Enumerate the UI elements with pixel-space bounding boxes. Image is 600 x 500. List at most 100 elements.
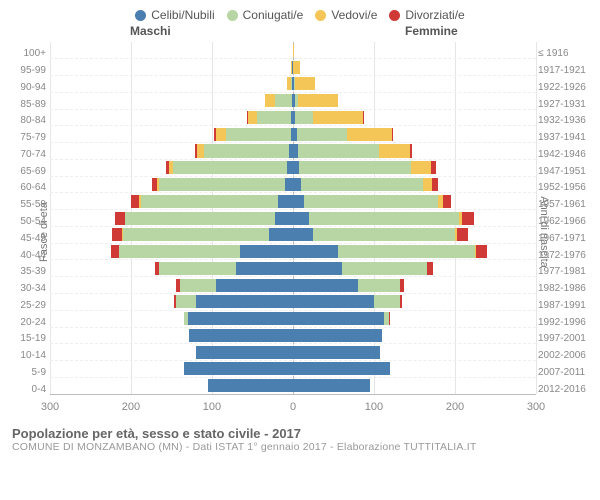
- bar-segment: [141, 195, 279, 208]
- bar-segment: [400, 279, 404, 292]
- bar-segment: [112, 228, 122, 241]
- bar-segment: [131, 195, 139, 208]
- bar-segment: [269, 228, 293, 241]
- bar-segment: [275, 212, 293, 225]
- female-bar: [293, 293, 536, 310]
- legend-swatch: [389, 10, 400, 21]
- bar-segment: [285, 178, 293, 191]
- bar-segment: [293, 312, 384, 325]
- pyramid-row: [50, 193, 536, 210]
- bar-segment: [204, 144, 289, 157]
- bar-segment: [248, 111, 258, 124]
- female-bar: [293, 327, 536, 344]
- x-tick: 100: [203, 401, 221, 413]
- bar-segment: [159, 178, 285, 191]
- pyramid-row: [50, 59, 536, 76]
- pyramid-row: [50, 344, 536, 361]
- bar-segment: [358, 279, 400, 292]
- x-axis: 3002001000100200300: [50, 394, 536, 422]
- x-tick: 200: [446, 401, 464, 413]
- birth-year-label: 1962-1966: [538, 217, 594, 227]
- female-bar: [293, 243, 536, 260]
- legend-item: Vedovi/e: [315, 8, 377, 22]
- pyramid-row: [50, 310, 536, 327]
- pyramid-row: [50, 176, 536, 193]
- birth-year-label: 1942-1946: [538, 150, 594, 160]
- bar-segment: [293, 379, 370, 392]
- bar-segment: [400, 295, 402, 308]
- bar-segment: [363, 111, 364, 124]
- bar-segment: [125, 212, 275, 225]
- birth-year-label: 1927-1931: [538, 100, 594, 110]
- bar-segment: [342, 262, 427, 275]
- age-label: 30-34: [6, 284, 46, 294]
- bar-segment: [293, 295, 374, 308]
- male-bar: [50, 92, 293, 109]
- age-label: 10-14: [6, 351, 46, 361]
- pyramid-row: [50, 226, 536, 243]
- bar-segment: [411, 161, 431, 174]
- age-label: 80-84: [6, 116, 46, 126]
- gender-labels: Maschi Femmine: [0, 24, 600, 42]
- age-label: 15-19: [6, 334, 46, 344]
- birth-year-label: 1922-1926: [538, 83, 594, 93]
- bar-segment: [295, 111, 313, 124]
- bar-segment: [347, 128, 392, 141]
- bar-segment: [338, 245, 476, 258]
- bar-segment: [293, 44, 294, 57]
- female-bar: [293, 76, 536, 93]
- pyramid-row: [50, 42, 536, 59]
- legend-label: Divorziati/e: [405, 8, 464, 22]
- pyramid-row: [50, 126, 536, 143]
- female-bar: [293, 92, 536, 109]
- footer-subtitle: COMUNE DI MONZAMBANO (MN) - Dati ISTAT 1…: [12, 441, 588, 453]
- bar-segment: [184, 362, 293, 375]
- legend-label: Coniugati/e: [243, 8, 304, 22]
- bar-segment: [313, 228, 455, 241]
- birth-year-label: 1932-1936: [538, 116, 594, 126]
- x-tick: 300: [41, 401, 59, 413]
- birth-year-label: 1972-1976: [538, 251, 594, 261]
- age-label: 65-69: [6, 167, 46, 177]
- x-tick: 200: [122, 401, 140, 413]
- bar-segment: [119, 245, 241, 258]
- bar-segment: [176, 295, 196, 308]
- age-label: 35-39: [6, 267, 46, 277]
- male-bar: [50, 277, 293, 294]
- male-bar: [50, 327, 293, 344]
- population-pyramid-chart: Celibi/Nubili Coniugati/e Vedovi/e Divorzia…: [0, 0, 600, 500]
- birth-year-label: 1917-1921: [538, 66, 594, 76]
- bar-segment: [462, 212, 473, 225]
- bar-segment: [293, 195, 304, 208]
- birth-year-label: 1952-1956: [538, 183, 594, 193]
- bar-segment: [275, 94, 292, 107]
- birth-year-label: 2007-2011: [538, 368, 594, 378]
- bar-segment: [313, 111, 363, 124]
- bar-segment: [111, 245, 119, 258]
- legend-swatch: [227, 10, 238, 21]
- birth-year-label: 1937-1941: [538, 133, 594, 143]
- birth-year-label: 1992-1996: [538, 318, 594, 328]
- bar-segment: [389, 312, 390, 325]
- age-label: 60-64: [6, 183, 46, 193]
- pyramid-row: [50, 293, 536, 310]
- age-label: 70-74: [6, 150, 46, 160]
- legend-label: Celibi/Nubili: [151, 8, 214, 22]
- bar-segment: [293, 362, 390, 375]
- chart-footer: Popolazione per età, sesso e stato civil…: [0, 422, 600, 453]
- male-bar: [50, 377, 293, 394]
- legend-label: Vedovi/e: [331, 8, 377, 22]
- male-bar: [50, 159, 293, 176]
- birth-year-label: 1957-1961: [538, 200, 594, 210]
- female-bar: [293, 377, 536, 394]
- x-tick: 100: [365, 401, 383, 413]
- bar-segment: [298, 144, 379, 157]
- pyramid-row: [50, 92, 536, 109]
- age-label: 0-4: [6, 385, 46, 395]
- bar-segment: [293, 212, 309, 225]
- bar-segment: [443, 195, 451, 208]
- birth-year-label: ≤ 1916: [538, 49, 594, 59]
- male-bar: [50, 210, 293, 227]
- birth-year-label: 1977-1981: [538, 267, 594, 277]
- bar-segment: [427, 262, 433, 275]
